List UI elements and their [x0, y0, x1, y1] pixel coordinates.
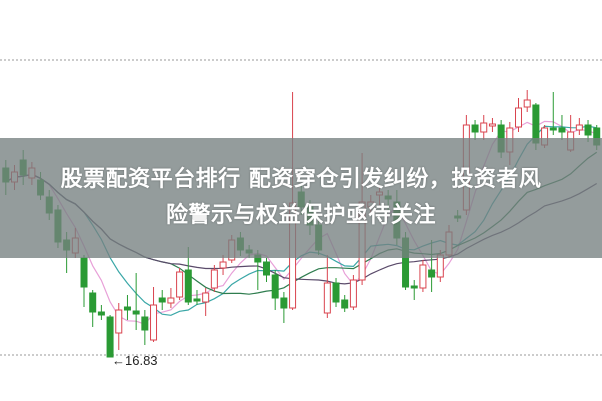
candle-body — [323, 282, 331, 314]
candle-body — [106, 316, 114, 358]
candle-body — [575, 124, 583, 131]
candle-body — [193, 298, 201, 302]
candle-body — [158, 297, 166, 303]
candle-body — [150, 304, 158, 341]
candle-body — [132, 310, 140, 315]
headline-banner: 股票配资平台排行 配资穿仓引发纠纷，投资者风 险警示与权益保护亟待关注 — [0, 138, 602, 258]
candle-body — [219, 261, 227, 269]
headline-line-1: 股票配资平台排行 配资穿仓引发纠纷，投资者风 — [60, 167, 542, 192]
candle-body — [167, 297, 175, 304]
candle-body — [123, 306, 131, 311]
candle-body — [428, 269, 436, 278]
candle-body — [280, 297, 288, 309]
candle-body — [341, 299, 349, 309]
low-price-annotation: ←16.83 — [112, 353, 158, 368]
candle-body — [419, 264, 427, 289]
candle-body — [515, 107, 523, 128]
candle-body — [471, 124, 479, 133]
candle-body — [184, 269, 192, 303]
candle-body — [97, 311, 105, 316]
candle-body — [80, 257, 88, 288]
candle-body — [523, 99, 531, 108]
candle-body — [480, 122, 488, 133]
headline-line-2: 险警示与权益保护亟待关注 — [165, 203, 436, 228]
candle-body — [410, 285, 418, 289]
candle-body — [584, 124, 592, 136]
candle-body — [488, 123, 496, 127]
candle-body — [89, 292, 97, 313]
candle-body — [549, 127, 557, 131]
candle-body — [271, 274, 279, 299]
candle-body — [349, 279, 357, 308]
candle-body — [115, 309, 123, 334]
candle-body — [558, 127, 566, 133]
candle-body — [202, 292, 210, 303]
candle-body — [141, 316, 149, 331]
candle-body — [263, 261, 270, 276]
candle-body — [210, 269, 218, 289]
candle-body — [332, 282, 340, 303]
candle-body — [176, 271, 184, 298]
candle-body — [436, 254, 444, 278]
